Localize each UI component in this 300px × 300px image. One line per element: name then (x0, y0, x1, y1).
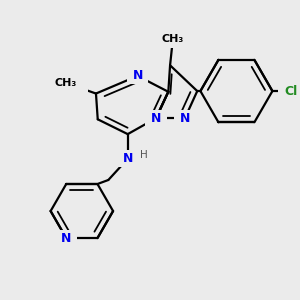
Text: N: N (132, 69, 143, 82)
FancyBboxPatch shape (127, 68, 148, 84)
FancyBboxPatch shape (146, 110, 167, 127)
Text: H: H (140, 150, 148, 160)
Text: N: N (180, 112, 190, 125)
FancyBboxPatch shape (113, 150, 142, 167)
FancyBboxPatch shape (174, 110, 196, 127)
Text: CH₃: CH₃ (162, 34, 184, 44)
FancyBboxPatch shape (278, 82, 300, 100)
FancyBboxPatch shape (151, 29, 195, 48)
FancyBboxPatch shape (56, 230, 77, 247)
Text: N: N (151, 112, 161, 125)
Text: Cl: Cl (285, 85, 298, 98)
Text: CH₃: CH₃ (55, 78, 77, 88)
FancyBboxPatch shape (44, 74, 88, 92)
Text: N: N (122, 152, 133, 165)
Text: N: N (61, 232, 71, 244)
